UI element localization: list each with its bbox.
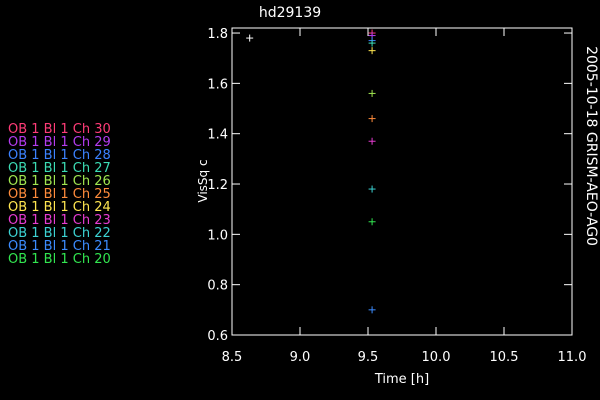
data-point: [368, 185, 376, 193]
data-point-extra: [246, 34, 254, 42]
chart-title: hd29139: [259, 5, 321, 21]
legend-entry: OB 1 Bl 1 Ch 25: [8, 187, 111, 202]
legend-entry: OB 1 Bl 1 Ch 27: [8, 161, 111, 176]
y-tick-label: 1.2: [207, 178, 228, 193]
data-points: [246, 29, 376, 314]
y-tick-label: 0.8: [207, 279, 228, 294]
y-axis-label: VisSq c: [196, 159, 210, 202]
x-tick-label: 11.0: [558, 350, 587, 365]
legend-entry: OB 1 Bl 1 Ch 30: [8, 122, 111, 137]
x-axis-label: Time [h]: [374, 372, 429, 387]
data-point: [368, 115, 376, 123]
x-tick-label: 10.0: [422, 350, 451, 365]
legend-entry: OB 1 Bl 1 Ch 24: [8, 200, 111, 215]
data-point: [368, 137, 376, 145]
right-side-label: 2005-10-18 GRISM-AEO-AG0: [583, 46, 599, 246]
legend-entry: OB 1 Bl 1 Ch 20: [8, 252, 111, 267]
x-tick-label: 10.5: [490, 350, 519, 365]
x-axis: 8.5 9.0 9.5 10.0 10.5 11.0: [222, 28, 587, 365]
data-point: [368, 47, 376, 55]
plot-frame: [231, 27, 573, 336]
data-point: [368, 89, 376, 97]
y-axis: 0.6 0.8 1.0 1.2 1.4 1.6 1.8: [207, 27, 572, 344]
legend-entry: OB 1 Bl 1 Ch 21: [8, 239, 111, 254]
data-point: [368, 306, 376, 314]
y-tick-label: 1.0: [207, 228, 228, 243]
data-point: [368, 39, 376, 47]
y-tick-label: 0.6: [207, 329, 228, 344]
legend-entry: OB 1 Bl 1 Ch 23: [8, 213, 111, 228]
x-tick-label: 9.0: [290, 350, 311, 365]
legend-entry: OB 1 Bl 1 Ch 28: [8, 148, 111, 163]
data-point: [368, 218, 376, 226]
legend-entry: OB 1 Bl 1 Ch 26: [8, 174, 111, 189]
y-tick-label: 1.4: [207, 128, 228, 143]
x-tick-label: 8.5: [222, 350, 243, 365]
legend-entry: OB 1 Bl 1 Ch 29: [8, 135, 111, 150]
y-tick-label: 1.8: [207, 27, 228, 42]
legend-entry: OB 1 Bl 1 Ch 22: [8, 226, 111, 241]
x-tick-label: 9.5: [358, 350, 379, 365]
y-tick-label: 1.6: [207, 77, 228, 92]
